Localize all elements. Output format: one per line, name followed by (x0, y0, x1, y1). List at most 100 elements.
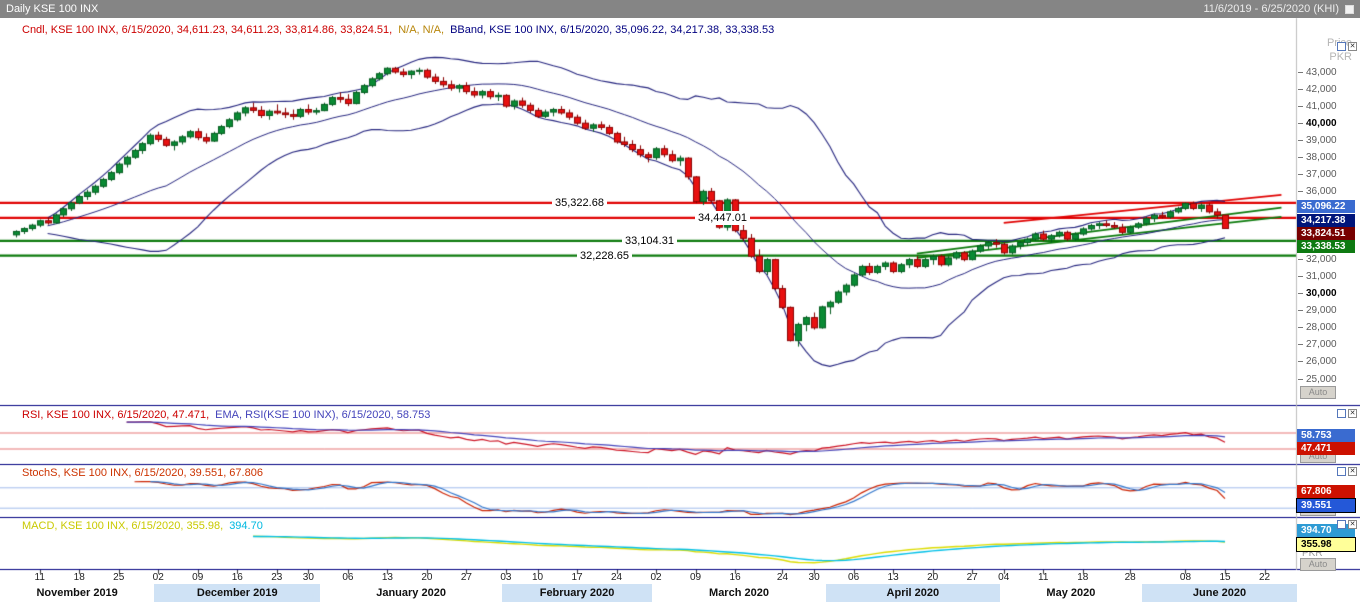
restore-icon[interactable] (1337, 467, 1346, 476)
close-icon[interactable]: ✕ (1348, 520, 1357, 529)
tick-mark (1298, 156, 1303, 158)
tick-mark (1298, 327, 1303, 329)
tick-mark (1298, 361, 1303, 363)
price-tick: 36,000 (1298, 185, 1358, 197)
window-icon[interactable] (1345, 4, 1354, 14)
macd-signal-legend-text: 394.70 (229, 520, 263, 532)
date-tick-label: 18 (73, 572, 85, 583)
macd-panel-buttons: ✕ (1337, 520, 1357, 529)
price-tick: 37,000 (1298, 169, 1358, 180)
date-tick-label: 16 (231, 572, 243, 583)
price-tick: 40,000 (1298, 117, 1358, 129)
tick-mark (1298, 88, 1303, 90)
price-tick-label: 40,000 (1306, 117, 1337, 129)
date-tick-label: 08 (1179, 572, 1192, 583)
date-tick-label: 20 (927, 572, 939, 583)
axis-value-badge: 34,217.38 (1297, 214, 1355, 227)
date-tick-label: 09 (192, 572, 204, 583)
price-tick: 29,000 (1298, 305, 1358, 316)
date-tick-label: 11 (1038, 572, 1049, 583)
date-tick-label: 27 (460, 572, 472, 583)
date-tick-label: 10 (531, 572, 544, 583)
price-tick-label: 32,000 (1306, 254, 1337, 266)
stoch-panel-buttons: ✕ (1337, 467, 1357, 476)
price-tick-label: 31,000 (1306, 271, 1337, 283)
auto-scale-button-macd[interactable]: Auto (1300, 558, 1336, 571)
price-tick: 32,000 (1298, 254, 1358, 266)
date-tick-label: 03 (500, 572, 512, 583)
date-tick-label: 28 (1124, 572, 1136, 583)
price-tick-label: 28,000 (1306, 322, 1337, 334)
auto-scale-button-main[interactable]: Auto (1300, 386, 1336, 399)
restore-icon[interactable] (1337, 409, 1346, 418)
date-tick-label: 02 (650, 572, 662, 583)
date-tick-label: 04 (998, 572, 1010, 583)
level-label[interactable]: 34,447.01 (695, 210, 750, 225)
tick-mark (1298, 71, 1303, 73)
restore-icon[interactable] (1337, 42, 1346, 51)
date-tick-label: 27 (966, 572, 978, 583)
price-tick: 26,000 (1298, 356, 1358, 367)
restore-icon[interactable] (1337, 520, 1346, 529)
price-tick: 31,000 (1298, 271, 1358, 283)
level-label[interactable]: 35,322.68 (552, 195, 607, 210)
price-tick-label: 43,000 (1306, 66, 1337, 78)
price-tick-label: 41,000 (1306, 100, 1337, 112)
main-legend: Cndl, KSE 100 INX, 6/15/2020, 34,611.23,… (22, 24, 781, 36)
price-tick: 27,000 (1298, 339, 1358, 351)
close-icon[interactable]: ✕ (1348, 42, 1357, 51)
tick-mark (1298, 378, 1303, 380)
stoch-legend-text: StochS, KSE 100 INX, 6/15/2020, 39.551, … (22, 467, 263, 479)
axis-value-badge: 355.98 (1296, 537, 1356, 552)
date-tick-label: 20 (421, 572, 433, 583)
macd-legend-text: MACD, KSE 100 INX, 6/15/2020, 355.98, (22, 520, 224, 532)
candle-legend: Cndl, KSE 100 INX, 6/15/2020, 34,611.23,… (22, 24, 393, 36)
tick-mark (1298, 105, 1303, 107)
date-tick-label: 23 (271, 572, 283, 583)
rsi-panel-buttons: ✕ (1337, 409, 1357, 418)
price-tick: 43,000 (1298, 66, 1358, 78)
date-tick-label: 13 (887, 572, 899, 583)
level-label[interactable]: 33,104.31 (622, 233, 677, 248)
price-tick-label: 36,000 (1306, 185, 1337, 197)
date-tick-label: 13 (381, 572, 393, 583)
axis-value-badge: 58.753 (1297, 429, 1355, 442)
price-tick: 25,000 (1298, 373, 1358, 385)
date-range: 11/6/2019 - 6/25/2020 (KHI) (1203, 3, 1339, 15)
date-tick-label: 06 (342, 572, 354, 583)
date-tick-label: 15 (1219, 572, 1231, 583)
price-tick: 39,000 (1298, 134, 1358, 146)
date-tick-label: 02 (152, 572, 164, 583)
price-tick-label: 38,000 (1306, 151, 1337, 163)
price-tick: 42,000 (1298, 83, 1358, 95)
price-tick-label: 27,000 (1306, 339, 1337, 351)
tick-mark (1298, 293, 1303, 295)
stoch-legend: StochS, KSE 100 INX, 6/15/2020, 39.551, … (22, 467, 269, 479)
date-tick-label: 24 (776, 572, 789, 583)
price-tick-label: 30,000 (1306, 288, 1337, 300)
date-tick-label: 24 (610, 572, 623, 583)
tick-mark (1298, 173, 1303, 175)
date-tick-label: 30 (808, 572, 820, 583)
tick-mark (1298, 190, 1303, 192)
rsi-legend-text: RSI, KSE 100 INX, 6/15/2020, 47.471, (22, 409, 210, 421)
tick-mark (1298, 122, 1303, 124)
price-tick-label: 42,000 (1306, 83, 1337, 95)
tick-mark (1298, 276, 1303, 278)
date-tick-label: 18 (1077, 572, 1089, 583)
na-legend: N/A, N/A, (398, 24, 445, 36)
axis-value-badge: 39.551 (1296, 498, 1356, 513)
price-tick-label: 25,000 (1306, 373, 1337, 385)
price-tick: 28,000 (1298, 322, 1358, 334)
rsi-ema-legend-text: EMA, RSI(KSE 100 INX), 6/15/2020, 58.753 (215, 409, 431, 421)
price-tick-label: 39,000 (1306, 134, 1337, 146)
tick-mark (1298, 344, 1303, 346)
level-label[interactable]: 32,228.65 (577, 248, 632, 263)
close-icon[interactable]: ✕ (1348, 467, 1357, 476)
date-tick-label: 25 (113, 572, 125, 583)
axis-value-badge: 33,338.53 (1297, 240, 1355, 253)
date-tick-label: 09 (690, 572, 702, 583)
close-icon[interactable]: ✕ (1348, 409, 1357, 418)
